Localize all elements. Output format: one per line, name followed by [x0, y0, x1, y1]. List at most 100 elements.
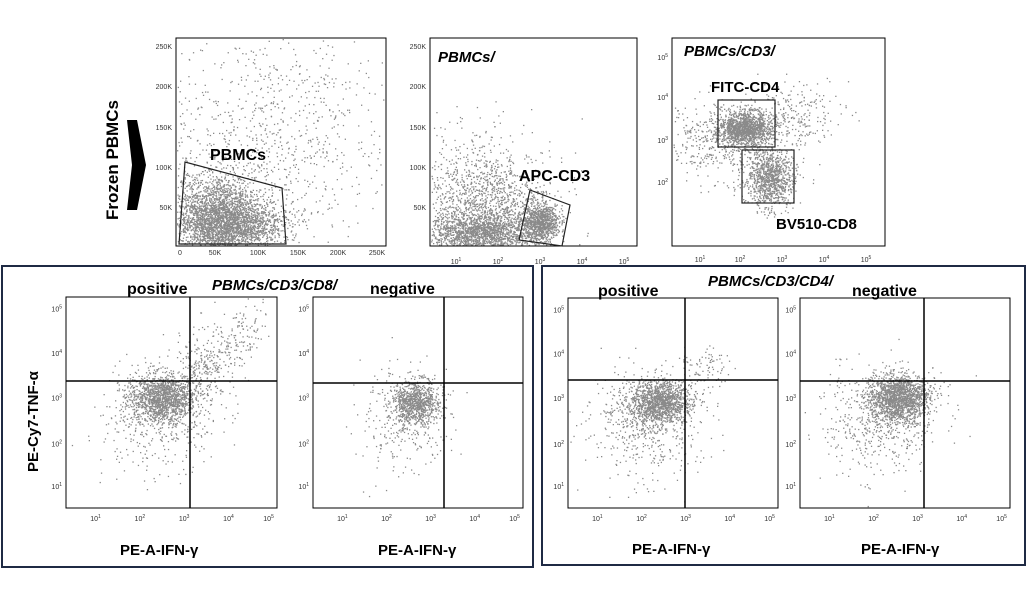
- tick-label: 104: [724, 514, 735, 523]
- pbmcs-gate: [178, 161, 287, 245]
- tick-label: 101: [695, 255, 706, 264]
- tick-label: 50K: [160, 205, 173, 212]
- tick-label: 101: [337, 514, 348, 523]
- tick-label: 102: [735, 255, 746, 264]
- plot-title: PBMCs/: [438, 49, 497, 66]
- tick-label: 105: [764, 514, 775, 523]
- tick-label: 102: [868, 514, 879, 523]
- tick-label: 104: [657, 93, 668, 102]
- x-tick-labels: 101 102 103 104 105: [451, 257, 630, 266]
- tick-label: 105: [553, 306, 564, 315]
- tick-label: 102: [657, 178, 668, 187]
- tick-label: 105: [996, 514, 1007, 523]
- tick-label: 200K: [410, 84, 427, 91]
- tick-label: 104: [785, 350, 796, 359]
- scatter-dots: [804, 338, 977, 508]
- apc-cd3-gate-label: APC-CD3: [519, 168, 590, 185]
- tick-label: 102: [298, 440, 309, 449]
- y-tick-labels: 250K 200K 150K 100K 50K: [410, 44, 427, 212]
- tick-label: 100K: [250, 250, 267, 257]
- tick-label: 102: [553, 440, 564, 449]
- tick-label: 102: [785, 440, 796, 449]
- cd4-panel-title: PBMCs/CD3/CD4/: [708, 273, 835, 290]
- tick-label: 50K: [209, 250, 222, 257]
- tick-label: 104: [553, 350, 564, 359]
- scatter-dots: [569, 345, 736, 503]
- plot-frame: [799, 297, 1011, 509]
- tick-label: 105: [785, 306, 796, 315]
- cd4-positive-label: positive: [598, 283, 659, 300]
- plot-title: PBMCs/CD3/: [684, 43, 777, 60]
- plot-frame: [175, 37, 387, 247]
- tick-label: 103: [51, 393, 62, 402]
- tick-label: 102: [493, 257, 504, 266]
- tick-label: 103: [535, 257, 546, 266]
- tick-label: 103: [298, 393, 309, 402]
- bv510-cd8-gate: [741, 149, 795, 204]
- cd8-positive-xlabel: PE-A-IFN-γ: [120, 542, 199, 559]
- tick-label: 102: [636, 514, 647, 523]
- plot-frame: [312, 296, 524, 509]
- tick-label: 105: [263, 514, 274, 523]
- tick-label: 104: [577, 257, 588, 266]
- tick-label: 103: [657, 136, 668, 145]
- tick-label: 102: [135, 514, 146, 523]
- cd8-panel-frame: [1, 265, 534, 568]
- y-tick-labels: 250K 200K 150K 100K 50K: [156, 44, 173, 212]
- tick-label: 102: [381, 514, 392, 523]
- plot-frame: [671, 37, 886, 247]
- scatter-dots: [673, 73, 860, 227]
- cd4-positive-plot: 105 104 103 102 101 101 102 103 104 105: [553, 297, 779, 523]
- tick-label: 101: [90, 514, 101, 523]
- cd4-negative-xlabel: PE-A-IFN-γ: [861, 541, 940, 558]
- tick-label: 104: [956, 514, 967, 523]
- plot-cd4-cd8-gate: PBMCs/CD3/ FITC-CD4 BV510-CD8 1051041031…: [657, 37, 886, 264]
- tick-label: 101: [785, 482, 796, 491]
- tick-label: 105: [861, 255, 872, 264]
- cd8-negative-xlabel: PE-A-IFN-γ: [378, 542, 457, 559]
- tick-label: 101: [298, 482, 309, 491]
- fitc-cd4-gate-label: FITC-CD4: [711, 79, 780, 96]
- tick-label: 103: [777, 255, 788, 264]
- tick-label: 104: [819, 255, 830, 264]
- frozen-pbmcs-label: Frozen PBMCs: [103, 100, 122, 220]
- apc-cd3-gate: [518, 189, 571, 247]
- tick-label: 104: [469, 514, 480, 523]
- tick-label: 102: [51, 440, 62, 449]
- fitc-cd4-gate: [717, 99, 776, 148]
- cd8-positive-label: positive: [127, 281, 188, 298]
- x-tick-labels: 101 102 103 104 105: [695, 255, 872, 264]
- tick-label: 103: [553, 394, 564, 403]
- tick-label: 103: [912, 514, 923, 523]
- tick-label: 50K: [414, 205, 427, 212]
- bv510-cd8-gate-label: BV510-CD8: [776, 216, 857, 233]
- cd8-positive-plot: 105 104 103 102 101 101 102 103 104 105: [51, 296, 278, 523]
- tick-label: 103: [179, 514, 190, 523]
- tick-label: 250K: [156, 44, 173, 51]
- cd4-negative-plot: 105 104 103 102 101 101 102 103 104 105: [785, 297, 1011, 523]
- tick-label: 150K: [410, 125, 427, 132]
- tick-label: 104: [298, 349, 309, 358]
- tick-label: 200K: [330, 250, 347, 257]
- plot-frame: [65, 296, 278, 509]
- tick-label: 250K: [410, 44, 427, 51]
- scatter-dots: [71, 298, 270, 491]
- tick-label: 100K: [410, 165, 427, 172]
- plot-frame: [567, 297, 779, 509]
- tick-label: 103: [425, 514, 436, 523]
- tick-label: 105: [657, 53, 668, 62]
- scatter-dots: [177, 39, 385, 247]
- tick-label: 100K: [156, 165, 173, 172]
- cd4-positive-xlabel: PE-A-IFN-γ: [632, 541, 711, 558]
- tick-label: 150K: [290, 250, 307, 257]
- tick-label: 103: [680, 514, 691, 523]
- tick-label: 101: [592, 514, 603, 523]
- plot-scatter-fsc-ssc: PBMCs 250K 200K 150K 100K 50K 0 50K 100K 150K 20…: [156, 37, 387, 257]
- tick-label: 101: [553, 482, 564, 491]
- tick-label: 101: [51, 482, 62, 491]
- arrow-icon: [127, 120, 146, 210]
- tick-label: 105: [51, 305, 62, 314]
- y-tick-labels: 105 104 103 102: [657, 53, 668, 187]
- tick-label: 104: [51, 349, 62, 358]
